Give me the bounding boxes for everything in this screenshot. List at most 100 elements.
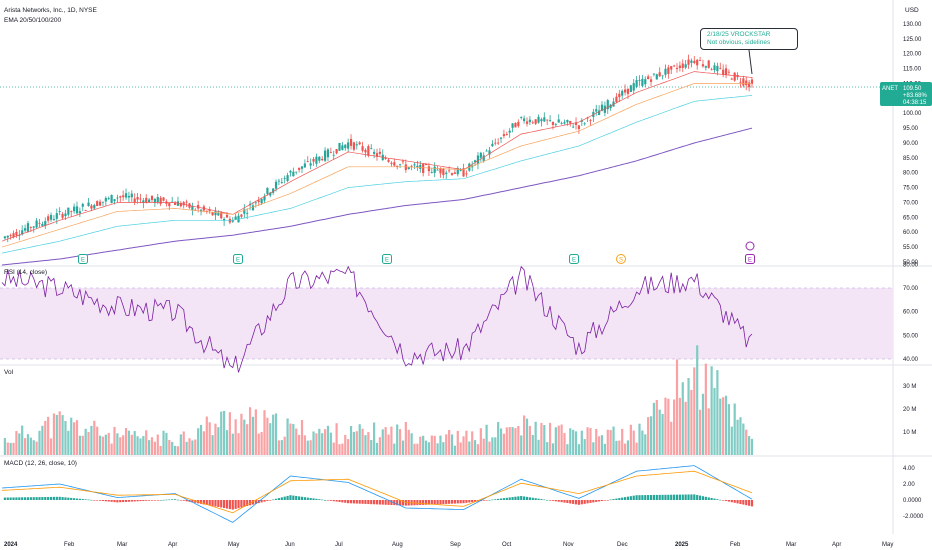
candle-body (606, 100, 609, 110)
macd-histogram-bar (398, 500, 402, 506)
volume-bar (502, 433, 506, 455)
volume-bar (623, 443, 627, 455)
macd-histogram-bar (18, 497, 21, 500)
macd-histogram-bar (208, 500, 211, 506)
idea-callout[interactable]: 2/18/25 VROCKSTAR Not obvious, sidelines (700, 28, 798, 50)
macd-histogram-bar (73, 498, 76, 500)
candle-body (600, 104, 604, 111)
volume-bar (450, 434, 454, 455)
macd-histogram-bar (211, 500, 214, 506)
macd-histogram-bar (742, 500, 745, 505)
macd-histogram-bar (185, 500, 188, 502)
macd-histogram-bar (566, 500, 569, 504)
candle-body (387, 159, 390, 162)
volume-bar (171, 441, 174, 455)
macd-histogram-bar (292, 495, 295, 500)
volume-bar (243, 419, 246, 455)
macd-histogram-bar (248, 500, 252, 506)
macd-histogram-bar (269, 500, 272, 501)
candle-body (476, 155, 480, 165)
candle-body (511, 123, 514, 128)
macd-histogram-bar (424, 500, 428, 505)
volume-bar (344, 434, 347, 455)
volume-bar (225, 430, 229, 455)
volume-bar (234, 419, 237, 455)
macd-histogram-bar (159, 500, 162, 501)
candle-body (277, 180, 281, 182)
volume-bar (439, 435, 442, 455)
candle-body (520, 116, 523, 118)
candle-body (621, 90, 624, 96)
macd-histogram-bar (145, 500, 148, 501)
macd-histogram-bar (355, 500, 358, 504)
volume-bar (618, 440, 621, 455)
macd-histogram-bar (422, 500, 425, 505)
candle-body (730, 78, 733, 80)
macd-histogram-bar (557, 500, 560, 502)
candle-body (142, 200, 145, 203)
volume-bar (352, 431, 356, 455)
candle-body (127, 195, 131, 198)
macd-histogram-bar (589, 500, 592, 503)
candle-body (225, 214, 229, 218)
macd-histogram-bar (652, 494, 656, 500)
volume-bar (687, 378, 690, 455)
candle-body (598, 110, 601, 116)
callout-pointer (748, 49, 753, 75)
macd-histogram-bar (623, 497, 627, 500)
volume-bar (148, 440, 151, 455)
candle-body (26, 223, 30, 232)
macd-histogram-bar (32, 497, 35, 500)
volume-bar (208, 422, 211, 455)
macd-histogram-bar (450, 500, 454, 504)
macd-tick: 2.00 (903, 482, 915, 488)
price-tag-ticker: ANET (882, 86, 898, 92)
rsi-tick: 50.00 (903, 333, 919, 339)
macd-histogram-bar (136, 500, 139, 502)
volume-tick: 10 M (903, 430, 916, 436)
ema20-line (1, 71, 753, 242)
candle-body (286, 175, 289, 181)
volume-bar (471, 431, 474, 455)
volume-bar (202, 431, 206, 455)
time-tick: Jun (285, 542, 295, 548)
macd-histogram-bar (456, 500, 459, 504)
macd-histogram-bar (471, 500, 474, 503)
macd-histogram-bar (750, 500, 754, 507)
volume-bar (101, 436, 105, 455)
earnings-label: E (748, 258, 752, 264)
price-tag-change: +83.68% (903, 93, 928, 99)
macd-histogram-bar (52, 496, 56, 500)
volume-bar (254, 409, 257, 455)
macd-histogram-bar (47, 496, 50, 500)
macd-histogram-bar (199, 500, 203, 504)
volume-bar (38, 430, 41, 455)
price-tag[interactable]: ANET 109.50 +83.68% 04:38:15 (880, 82, 932, 106)
candle-body (719, 67, 722, 69)
volume-bar (727, 404, 731, 455)
volume-bar (358, 424, 361, 455)
volume-bar (465, 430, 468, 455)
candle-body (626, 88, 630, 94)
candle-body (156, 197, 159, 203)
volume-bar (401, 440, 405, 455)
macd-histogram-bar (448, 500, 451, 504)
candle-body (21, 230, 24, 235)
macd-histogram-bar (554, 500, 557, 502)
price-tick: 75.00 (903, 186, 919, 192)
volume-bar (349, 426, 353, 455)
candle-body (667, 67, 670, 74)
candle-body (124, 193, 128, 198)
volume-bar (476, 444, 480, 455)
candle-body (745, 80, 748, 86)
macd-histogram-bar (655, 494, 658, 500)
time-tick: Feb (64, 542, 75, 548)
macd-histogram-bar (370, 500, 373, 505)
macd-histogram-bar (246, 500, 249, 506)
volume-bar (675, 359, 679, 455)
macd-histogram-bar (713, 498, 716, 500)
macd-histogram-bar (745, 500, 748, 506)
macd-histogram-bar (658, 494, 661, 500)
